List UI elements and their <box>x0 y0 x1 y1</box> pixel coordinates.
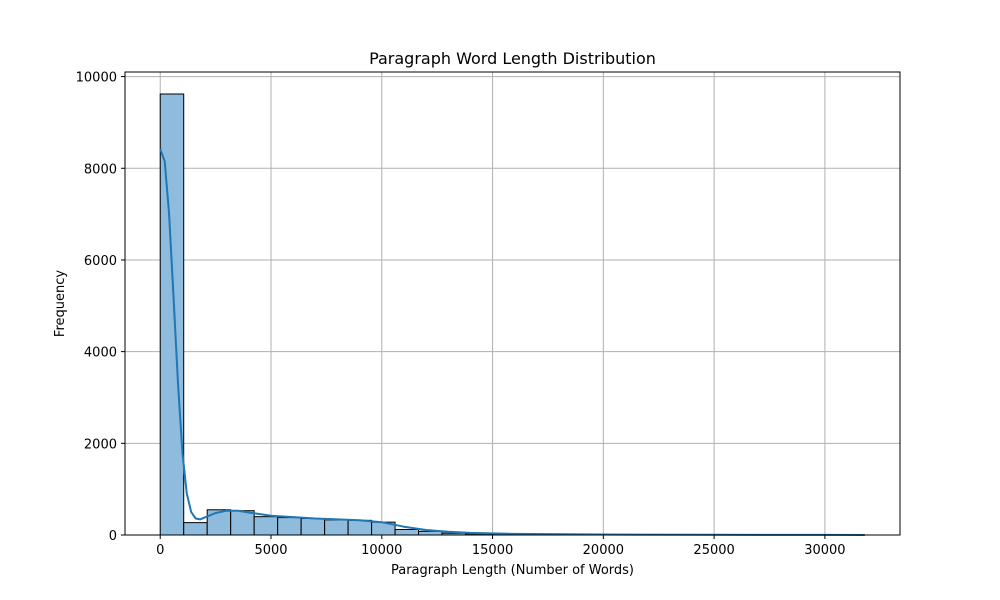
x-axis-ticks: 0 5000 10000 15000 20000 25000 30000 <box>156 535 846 558</box>
plot-frame <box>124 71 901 536</box>
x-axis-label: Paragraph Length (Number of Words) <box>391 563 634 578</box>
chart-title: Paragraph Word Length Distribution <box>369 49 656 68</box>
grid-lines <box>125 72 900 536</box>
kde-curve-layer <box>159 148 865 536</box>
histogram-bar <box>183 522 208 536</box>
x-tick-label: 20000 <box>583 543 624 558</box>
histogram-bar <box>277 517 302 536</box>
kde-line <box>159 148 865 536</box>
y-tick-label: 10000 <box>76 71 117 86</box>
y-tick-label: 6000 <box>84 254 117 269</box>
histogram-bar <box>347 519 373 536</box>
y-axis-ticks: 0 2000 4000 6000 8000 10000 <box>76 71 125 544</box>
x-tick-label: 15000 <box>472 543 513 558</box>
y-tick-label: 4000 <box>84 346 117 361</box>
histogram-bar <box>206 509 232 536</box>
y-tick-label: 0 <box>109 529 117 544</box>
histogram-bar <box>253 516 279 536</box>
x-tick-label: 30000 <box>804 543 845 558</box>
histogram-bar <box>394 528 420 536</box>
histogram-bar <box>300 517 326 536</box>
y-axis-label: Frequency <box>53 270 68 337</box>
x-tick-label: 5000 <box>254 543 287 558</box>
x-tick-label: 25000 <box>693 543 734 558</box>
y-tick-label: 2000 <box>84 437 117 452</box>
x-tick-label: 10000 <box>361 543 402 558</box>
histogram-bar <box>324 519 349 536</box>
x-tick-label: 0 <box>156 543 164 558</box>
y-tick-label: 8000 <box>84 162 117 177</box>
histogram-bar <box>230 510 255 536</box>
histogram-bars <box>159 93 866 536</box>
